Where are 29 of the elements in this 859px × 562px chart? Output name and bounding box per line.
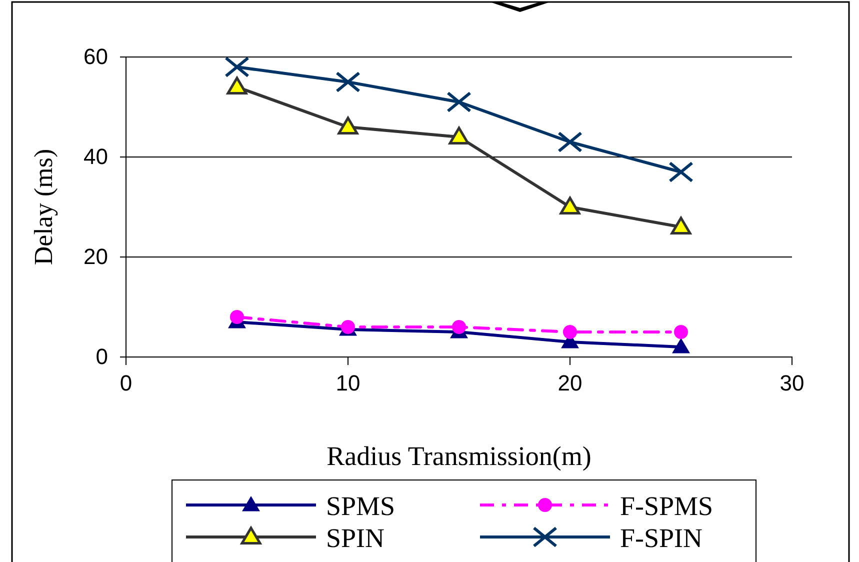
y-tick-label: 60: [84, 44, 108, 70]
point: [668, 162, 694, 182]
x-tick-label: 20: [558, 370, 582, 396]
point: [674, 325, 688, 339]
point: [338, 116, 358, 135]
point: [558, 132, 582, 152]
y-axis-title: Delay (ms): [29, 148, 58, 266]
legend-label: SPIN: [326, 523, 385, 553]
point: [560, 196, 580, 215]
point: [336, 72, 360, 92]
y-tick-label: 20: [84, 244, 108, 270]
x-tick-label: 10: [336, 370, 360, 396]
legend-label: F-SPIN: [620, 523, 703, 553]
point: [230, 310, 244, 324]
point: [670, 216, 692, 235]
legend-label: F-SPMS: [620, 491, 714, 521]
x-axis-title: Radius Transmission(m): [326, 441, 592, 471]
point: [446, 92, 472, 112]
y-tick-label: 0: [96, 344, 108, 370]
point: [448, 126, 470, 145]
point: [226, 76, 248, 95]
point: [452, 320, 466, 334]
legend-label: SPMS: [326, 491, 396, 521]
x-tick-label: 30: [780, 370, 804, 396]
point: [224, 56, 250, 78]
y-tick-label: 40: [84, 144, 108, 170]
point: [563, 325, 577, 339]
x-tick-label: 0: [120, 370, 132, 396]
point: [672, 338, 690, 354]
